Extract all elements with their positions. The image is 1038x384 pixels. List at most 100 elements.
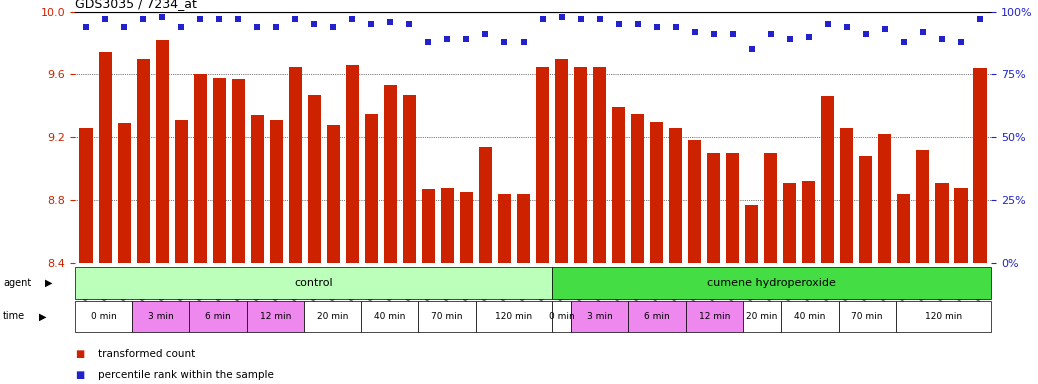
Point [230,16,247,22]
Bar [193,74,207,263]
Bar [821,96,835,263]
Point [192,16,209,22]
Point [743,46,760,52]
Point [535,16,551,22]
Bar [707,153,720,263]
Point [116,23,133,30]
Bar [935,183,949,263]
Text: 40 min: 40 min [794,312,825,321]
Text: 3 min: 3 min [147,312,173,321]
Text: GDS3035 / 7234_at: GDS3035 / 7234_at [75,0,196,10]
Bar [668,128,682,263]
Bar [213,78,226,263]
Point [382,18,399,25]
Point [896,39,912,45]
Bar [250,115,264,263]
Point [439,36,456,42]
Text: 20 min: 20 min [317,312,348,321]
Point [649,23,665,30]
Bar [840,128,853,263]
Text: ■: ■ [75,349,84,359]
Bar [307,95,321,263]
Point [592,16,608,22]
Bar [327,125,340,263]
Bar [460,192,473,263]
Bar [574,66,588,263]
Text: ▶: ▶ [39,311,47,321]
Point [667,23,684,30]
Bar [421,189,435,263]
Point [629,21,646,27]
Point [782,36,798,42]
Text: 0 min: 0 min [549,312,574,321]
Bar [441,187,454,263]
Bar [346,65,359,263]
Point [800,33,817,40]
Text: 70 min: 70 min [851,312,883,321]
Text: 6 min: 6 min [645,312,670,321]
Bar [498,194,511,263]
Bar [231,79,245,263]
Bar [897,194,910,263]
Text: ▶: ▶ [45,278,52,288]
Point [249,23,266,30]
Point [610,21,627,27]
Point [268,23,284,30]
Point [496,39,513,45]
Text: cumene hydroperoxide: cumene hydroperoxide [707,278,837,288]
Bar [688,141,702,263]
Bar [745,205,759,263]
Bar [878,134,892,263]
Text: 12 min: 12 min [260,312,291,321]
Point [515,39,531,45]
Bar [99,52,112,263]
Point [420,39,437,45]
Point [173,23,190,30]
Text: percentile rank within the sample: percentile rank within the sample [98,370,273,380]
Point [572,16,589,22]
Bar [517,194,530,263]
Bar [783,183,796,263]
Bar [726,153,739,263]
Text: 0 min: 0 min [90,312,116,321]
Point [686,28,703,35]
Text: control: control [294,278,333,288]
Point [135,16,152,22]
Bar [612,108,625,263]
Point [306,21,323,27]
Bar [859,156,873,263]
Text: 70 min: 70 min [432,312,463,321]
Bar [174,120,188,263]
Bar [289,66,302,263]
Text: agent: agent [3,278,31,288]
Text: 3 min: 3 min [586,312,612,321]
Bar [555,59,568,263]
Bar [80,128,92,263]
Point [762,31,778,37]
Point [876,26,893,32]
Bar [364,114,378,263]
Point [401,21,417,27]
Bar [764,153,777,263]
Point [211,16,227,22]
Bar [631,114,645,263]
Text: 120 min: 120 min [925,312,962,321]
Text: 120 min: 120 min [495,312,532,321]
Point [154,13,170,20]
Text: 20 min: 20 min [746,312,777,321]
Point [857,31,874,37]
Bar [479,147,492,263]
Point [706,31,722,37]
Point [97,16,113,22]
Bar [917,150,929,263]
Point [458,36,474,42]
Bar [403,95,416,263]
Point [325,23,342,30]
Point [914,28,931,35]
Point [477,31,494,37]
Bar [593,66,606,263]
Text: 6 min: 6 min [206,312,230,321]
Bar [137,59,149,263]
Point [725,31,741,37]
Point [839,23,855,30]
